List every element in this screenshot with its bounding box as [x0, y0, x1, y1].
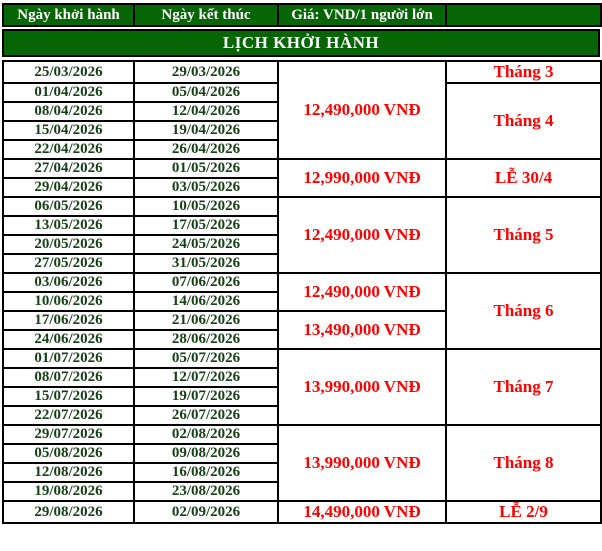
schedule-title-banner: LỊCH KHỞI HÀNH [2, 29, 600, 57]
end-date-cell: 28/06/2026 [133, 329, 279, 350]
start-date-cell: 27/05/2026 [2, 253, 135, 274]
start-date-cell: 19/08/2026 [2, 481, 135, 502]
start-date-cell: 12/08/2026 [2, 462, 135, 483]
end-date-cell: 31/05/2026 [133, 253, 279, 274]
end-date-cell: 29/03/2026 [133, 60, 279, 84]
end-date-cell: 14/06/2026 [133, 291, 279, 312]
schedule-row: 29/04/2026 03/05/2026 [2, 177, 601, 198]
end-date-cell: 19/04/2026 [133, 120, 279, 141]
start-date-cell: 29/07/2026 [2, 424, 135, 445]
end-date-cell: 24/05/2026 [133, 234, 279, 255]
start-date-cell: 29/04/2026 [2, 177, 135, 198]
price-cell: 13,990,000 VNĐ [277, 348, 447, 426]
end-date-cell: 03/05/2026 [133, 177, 279, 198]
end-date-cell: 07/06/2026 [133, 272, 279, 293]
month-label-cell: Tháng 6 [445, 272, 602, 350]
end-date-cell: 12/07/2026 [133, 367, 279, 388]
col-header-price: Giá: VND/1 người lớn [277, 3, 447, 27]
end-date-cell: 26/04/2026 [133, 139, 279, 160]
month-label-cell: Tháng 8 [445, 424, 602, 502]
start-date-cell: 03/06/2026 [2, 272, 135, 293]
schedule-row: 15/04/2026 19/04/2026 [2, 120, 601, 141]
schedule-row: 03/06/2026 07/06/2026 12,490,000 VNĐ Tháng … [2, 272, 602, 350]
month-label-cell: Tháng 4 [445, 82, 602, 160]
schedule-row: 08/04/2026 12/04/2026 [2, 101, 601, 122]
end-date-cell: 21/06/2026 [133, 310, 279, 331]
end-date-cell: 23/08/2026 [133, 481, 279, 502]
start-date-cell: 10/06/2026 [2, 291, 135, 312]
month-label-cell: Tháng 5 [445, 196, 602, 274]
start-date-cell: 27/04/2026 [2, 158, 135, 179]
start-date-cell: 05/08/2026 [2, 443, 135, 464]
month-label-cell: Tháng 7 [445, 348, 602, 426]
start-date-cell: 13/05/2026 [2, 215, 135, 236]
schedule-row: 12/08/2026 16/08/2026 [2, 462, 601, 483]
month-label-cell: Tháng 3 [445, 60, 602, 84]
end-date-cell: 09/08/2026 [133, 443, 279, 464]
start-date-cell: 08/04/2026 [2, 101, 135, 122]
start-date-cell: 08/07/2026 [2, 367, 135, 388]
column-header-table: Ngày khởi hành Ngày kết thúc Giá: VND/1 … [2, 3, 602, 27]
price-cell: 13,490,000 VNĐ [277, 310, 447, 350]
schedule-row: 01/07/2026 05/07/2026 13,990,000 VNĐ Tháng … [2, 348, 602, 426]
start-date-cell: 22/07/2026 [2, 405, 135, 426]
start-date-cell: 01/07/2026 [2, 348, 135, 369]
schedule-row: 27/05/2026 31/05/2026 [2, 253, 601, 274]
end-date-cell: 01/05/2026 [133, 158, 279, 179]
col-header-blank [445, 3, 602, 27]
end-date-cell: 02/09/2026 [133, 500, 279, 524]
start-date-cell: 20/05/2026 [2, 234, 135, 255]
schedule-row: 20/05/2026 24/05/2026 [2, 234, 601, 255]
start-date-cell: 22/04/2026 [2, 139, 135, 160]
price-cell: 12,490,000 VNĐ [277, 272, 447, 312]
month-label-cell: LỄ 30/4 [445, 158, 602, 198]
end-date-cell: 12/04/2026 [133, 101, 279, 122]
start-date-cell: 24/06/2026 [2, 329, 135, 350]
schedule-row: 05/08/2026 09/08/2026 [2, 443, 601, 464]
end-date-cell: 02/08/2026 [133, 424, 279, 445]
schedule-row: 24/06/2026 28/06/2026 [2, 329, 601, 350]
schedule-row: 29/08/2026 02/09/2026 14,490,000 VNĐ LỄ 2/9 [2, 500, 602, 524]
start-date-cell: 15/04/2026 [2, 120, 135, 141]
start-date-cell: 29/08/2026 [2, 500, 135, 524]
end-date-cell: 26/07/2026 [133, 405, 279, 426]
schedule-row: 15/07/2026 19/07/2026 [2, 386, 601, 407]
schedule-row: 06/05/2026 10/05/2026 12,490,000 VNĐ Tháng … [2, 196, 602, 274]
schedule-row: 10/06/2026 14/06/2026 [2, 291, 601, 312]
schedule-row: 01/04/2026 05/04/2026 Tháng 4 [2, 82, 602, 160]
col-header-start-date: Ngày khởi hành [2, 3, 135, 27]
end-date-cell: 05/04/2026 [133, 82, 279, 103]
price-cell: 12,490,000 VNĐ [277, 196, 447, 274]
schedule-table: 25/03/2026 29/03/2026 12,490,000 VNĐ Tháng … [2, 60, 602, 524]
end-date-cell: 19/07/2026 [133, 386, 279, 407]
price-cell: 12,990,000 VNĐ [277, 158, 447, 198]
start-date-cell: 25/03/2026 [2, 60, 135, 84]
price-cell: 14,490,000 VNĐ [277, 500, 447, 524]
end-date-cell: 17/05/2026 [133, 215, 279, 236]
end-date-cell: 10/05/2026 [133, 196, 279, 217]
schedule-row: 22/04/2026 26/04/2026 [2, 139, 601, 160]
start-date-cell: 01/04/2026 [2, 82, 135, 103]
schedule-row: 17/06/2026 21/06/2026 13,490,000 VNĐ [2, 310, 601, 350]
col-header-end-date: Ngày kết thúc [133, 3, 279, 27]
schedule-row: 19/08/2026 23/08/2026 [2, 481, 601, 502]
schedule-row: 25/03/2026 29/03/2026 12,490,000 VNĐ Tháng … [2, 60, 602, 160]
end-date-cell: 16/08/2026 [133, 462, 279, 483]
start-date-cell: 17/06/2026 [2, 310, 135, 331]
schedule-row: 08/07/2026 12/07/2026 [2, 367, 601, 388]
price-cell: 12,490,000 VNĐ [277, 60, 447, 160]
price-cell: 13,990,000 VNĐ [277, 424, 447, 502]
schedule-row: 13/05/2026 17/05/2026 [2, 215, 601, 236]
schedule-row: 27/04/2026 01/05/2026 12,990,000 VNĐ LỄ 30/… [2, 158, 602, 198]
schedule-row: 29/07/2026 02/08/2026 13,990,000 VNĐ Tháng … [2, 424, 602, 502]
column-header-row: Ngày khởi hành Ngày kết thúc Giá: VND/1 … [2, 3, 602, 27]
schedule-row: 22/07/2026 26/07/2026 [2, 405, 601, 426]
start-date-cell: 15/07/2026 [2, 386, 135, 407]
start-date-cell: 06/05/2026 [2, 196, 135, 217]
schedule-table-body: 25/03/2026 29/03/2026 12,490,000 VNĐ Tháng … [2, 60, 602, 524]
month-label-cell: LỄ 2/9 [445, 500, 602, 524]
end-date-cell: 05/07/2026 [133, 348, 279, 369]
